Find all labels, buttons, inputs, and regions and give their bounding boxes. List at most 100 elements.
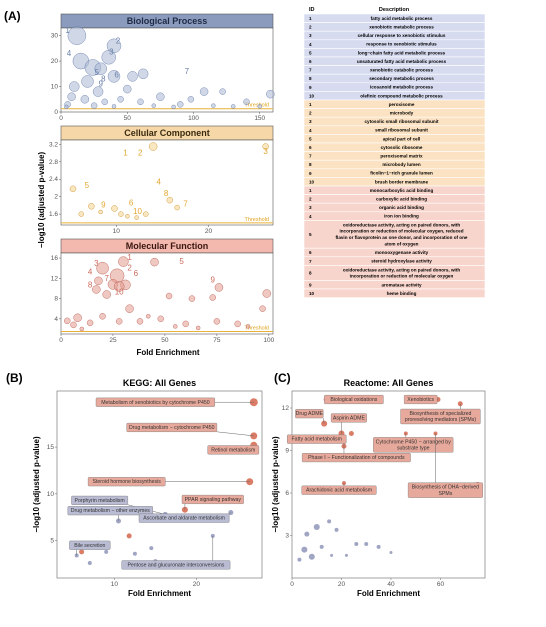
- mf-point-label: 7: [104, 274, 109, 283]
- mf-title: Molecular Function: [126, 241, 209, 251]
- kegg-point: [104, 549, 109, 554]
- reactome-plot: Reactome: All Genes Fold Enrichment −log10…: [271, 378, 486, 598]
- table-row-id: 8: [309, 76, 312, 81]
- table-row-id: 10: [309, 179, 315, 184]
- reactome-point: [304, 531, 310, 537]
- table-row-description: organic acid binding: [379, 205, 424, 210]
- mf-point: [73, 313, 82, 323]
- bp-y-tick-label: 10: [51, 84, 59, 91]
- mf-point: [79, 326, 85, 332]
- mf-point: [146, 314, 151, 319]
- bp-point: [117, 96, 124, 103]
- cc-point: [166, 196, 174, 204]
- bp-title: Biological Process: [127, 16, 208, 26]
- mf-point: [113, 281, 125, 292]
- table-row-description: ficolin−1−rich granule lumen: [370, 171, 433, 176]
- mf-point: [234, 320, 241, 328]
- table-row-description: steroid hydroxylase activity: [371, 259, 432, 264]
- mf-point: [157, 315, 165, 323]
- table-row-id: 3: [309, 205, 312, 210]
- cc-threshold-label: Threshold: [245, 217, 269, 223]
- mf-point-label: 1: [127, 253, 132, 262]
- mf-point: [262, 289, 272, 298]
- kegg-point: [132, 551, 137, 556]
- cc-point-label: 8: [164, 189, 169, 198]
- mf-point-label: 5: [179, 257, 184, 266]
- table-row-description: monooxygenase activity: [375, 250, 429, 255]
- mf-x-tick-label: 50: [161, 337, 169, 344]
- cc-point: [174, 204, 180, 211]
- table-row-description: xenobiotic metabolic process: [369, 25, 434, 30]
- table-header-description: Description: [379, 7, 410, 13]
- kegg-label-text: Ascorbate and aldarate metabolism: [143, 516, 225, 522]
- reactome-label-box: [330, 413, 367, 423]
- mf-point: [102, 290, 111, 299]
- cc-point-label: 1: [123, 148, 128, 157]
- bp-point-label: 1: [65, 26, 70, 35]
- cc-point: [262, 143, 269, 150]
- bp-point: [151, 103, 156, 108]
- bp-point: [111, 104, 117, 109]
- reactome-label-text: Biological oxidations: [330, 397, 377, 403]
- kegg-x-tick-label: 20: [193, 581, 201, 588]
- mf-point: [92, 285, 101, 294]
- table-row-description: secondary metabolic process: [369, 76, 434, 81]
- cc-plot-area: [60, 139, 274, 226]
- table-row-description: apical part of cell: [383, 136, 421, 141]
- kegg-y-axis-title: −log10 (adjusted p-value): [32, 436, 41, 533]
- bp-x-tick-label: 150: [254, 115, 265, 122]
- mf-y-tick-label: 8: [54, 296, 58, 303]
- kegg-label-box: [126, 422, 218, 433]
- reactome-label-box: [403, 394, 438, 405]
- kegg-label-text: Retinol metabolism: [211, 447, 255, 453]
- kegg-plot: KEGG: All Genes Fold Enrichment −log10 (ad…: [32, 378, 263, 598]
- mf-point: [195, 325, 201, 331]
- table-row-description: cellular response to xenobiotic stimulus: [358, 33, 446, 38]
- bp-point-label: 5: [95, 68, 100, 77]
- reactome-point: [344, 553, 348, 557]
- bp-point: [137, 98, 144, 106]
- panel-c-letter: (C): [274, 371, 291, 385]
- reactome-label-text: Biosynthesis of specialized: [409, 411, 471, 417]
- table-row-description: peroxisomal matrix: [380, 154, 423, 159]
- table-row-description: atom of oxygen: [385, 242, 419, 247]
- mf-point: [259, 305, 266, 312]
- table-row-id: 9: [309, 171, 312, 176]
- reactome-label-box: [301, 485, 377, 495]
- bp-point: [211, 103, 216, 108]
- bp-y-tick-label: 20: [51, 58, 59, 65]
- table-row-description: microbody: [390, 111, 414, 116]
- cc-point: [143, 211, 149, 217]
- mf-point: [173, 324, 178, 329]
- mf-point: [70, 321, 77, 329]
- mf-point-label: 4: [88, 267, 93, 276]
- kegg-point: [87, 561, 92, 566]
- mf-point: [86, 319, 94, 327]
- bp-threshold-label: Threshold: [245, 103, 269, 109]
- kegg-label-text: Drug metabolism − other enzymes: [71, 508, 151, 514]
- cc-point: [69, 185, 77, 193]
- mf-point: [63, 317, 71, 325]
- panel-a-y-axis-title: −log10 (adjusted p-value): [37, 152, 46, 249]
- kegg-label-box: [87, 477, 166, 487]
- reactome-label-text: Cytochrome P450 − arranged by: [376, 439, 452, 445]
- reactome-point: [389, 551, 393, 554]
- reactome-label-box: [324, 394, 384, 405]
- cc-point-label: 5: [85, 181, 90, 190]
- reactome-label-text: Drug ADME: [296, 411, 324, 417]
- bp-point: [80, 95, 90, 104]
- cc-title: Cellular Component: [124, 128, 210, 138]
- kegg-title: KEGG: All Genes: [123, 378, 196, 388]
- mf-point: [245, 324, 251, 329]
- bp-point: [137, 68, 149, 80]
- reactome-label-text: substrate type: [397, 445, 430, 451]
- biological-process-plot: Biological Process Threshold 0 50 100 150 0 10 2…: [51, 13, 275, 122]
- mf-x-tick-label: 75: [213, 337, 221, 344]
- bp-point: [92, 86, 104, 97]
- reactome-label-box: [407, 482, 483, 498]
- reactome-point: [330, 553, 334, 557]
- bp-point: [177, 101, 184, 108]
- panel-a-letter: (A): [4, 9, 21, 23]
- bp-point: [199, 87, 209, 96]
- mf-point-label: 8: [88, 280, 93, 289]
